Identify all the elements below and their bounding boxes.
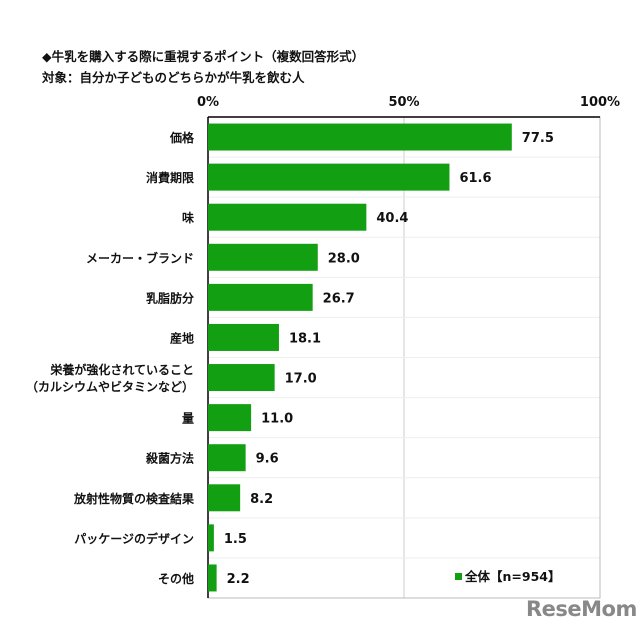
- data-label: 1.5: [224, 532, 247, 547]
- category-label: メーカー・ブランド: [86, 250, 194, 265]
- bar: [208, 364, 275, 392]
- data-label: 18.1: [289, 331, 321, 346]
- data-label: 40.4: [376, 211, 408, 226]
- data-label: 17.0: [285, 372, 317, 387]
- bar: [208, 163, 450, 191]
- x-tick-label: 50%: [388, 95, 419, 110]
- data-label: 8.2: [250, 492, 273, 507]
- category-label: 栄養が強化されていること: [49, 362, 194, 377]
- bar: [208, 484, 241, 512]
- category-label: その他: [158, 571, 194, 586]
- bar: [208, 323, 279, 351]
- x-tick-label: 100%: [580, 95, 620, 110]
- resemom-logo: ReseMom: [526, 597, 637, 621]
- bar: [208, 243, 318, 271]
- category-label: （カルシウムやビタミンなど）: [26, 379, 194, 394]
- x-tick-label: 0%: [197, 95, 219, 110]
- data-label: 77.5: [522, 131, 554, 146]
- category-label: 価格: [169, 130, 195, 145]
- bar: [208, 404, 252, 432]
- category-label: 放射性物質の検査結果: [73, 491, 194, 506]
- category-label: 殺菌方法: [145, 451, 194, 466]
- bar: [208, 283, 313, 311]
- category-label: 量: [182, 412, 194, 426]
- category-label: 味: [182, 210, 194, 225]
- bar: [208, 564, 217, 592]
- chart-title: ◆牛乳を購入する際に重視するポイント（複数回答形式）: [42, 49, 365, 64]
- data-label: 28.0: [328, 251, 360, 266]
- chart-subtitle: 対象：自分か子どものどちらかが牛乳を飲む人: [42, 70, 305, 85]
- bar: [208, 444, 246, 472]
- data-label: 61.6: [459, 171, 491, 186]
- legend-swatch: [455, 573, 462, 580]
- category-label: 産地: [170, 330, 194, 345]
- data-label: 26.7: [323, 291, 355, 306]
- bar: [208, 123, 512, 151]
- legend-label: 全体【n=954】: [464, 569, 560, 584]
- category-label: 乳脂肪分: [146, 290, 194, 305]
- data-label: 11.0: [261, 412, 293, 427]
- bar: [208, 203, 367, 231]
- category-label: 消費期限: [146, 170, 194, 185]
- bar: [208, 524, 214, 552]
- data-label: 2.2: [227, 572, 250, 587]
- data-label: 9.6: [256, 452, 279, 467]
- category-label: パッケージのデザイン: [74, 531, 194, 546]
